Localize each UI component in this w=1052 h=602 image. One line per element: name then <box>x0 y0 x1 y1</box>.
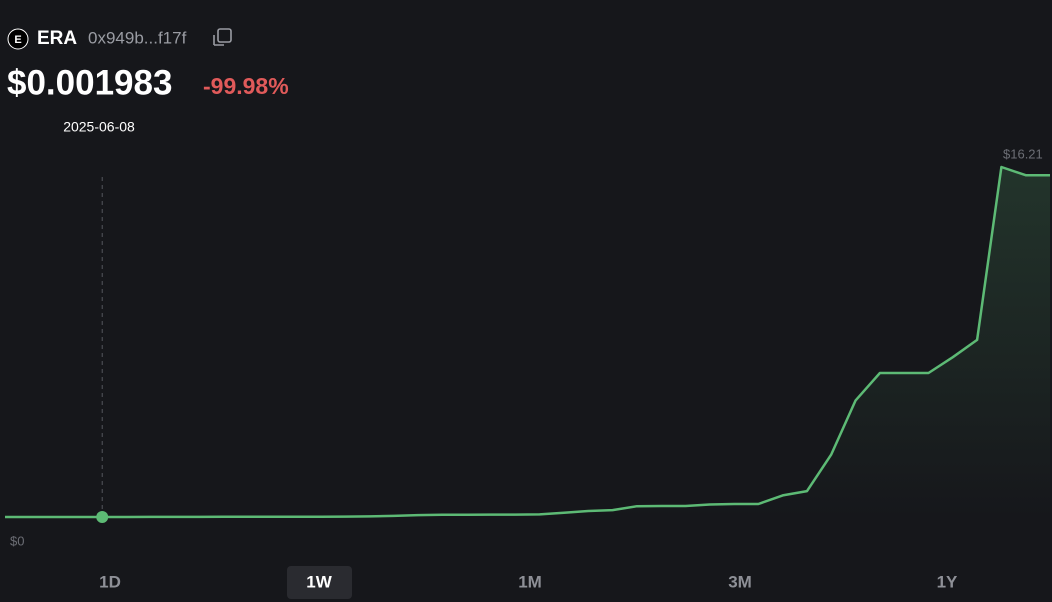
token-symbol: ERA <box>37 28 77 49</box>
timeframe-tab[interactable]: 1M <box>518 572 542 591</box>
timeframe-tab[interactable]: 3M <box>728 572 752 591</box>
hover-date: 2025-06-08 <box>63 119 135 135</box>
copy-button[interactable] <box>213 28 232 46</box>
plot: $0 $16.21 <box>5 146 1050 548</box>
area <box>5 167 1050 517</box>
price-line <box>5 165 1050 519</box>
timeframe-tab[interactable]: 1D <box>99 572 121 591</box>
price: $0.001983 <box>7 63 172 102</box>
y-tick-label: $0 <box>10 533 24 548</box>
price-change: -99.98% <box>203 73 289 99</box>
token-icon-letter: E <box>14 34 21 46</box>
hover-point <box>96 510 109 523</box>
y-tick-label: $16.21 <box>1003 146 1043 161</box>
token-icon <box>7 28 29 50</box>
tab-selected-bg <box>287 566 352 599</box>
token-address: 0x949b...f17f <box>88 28 187 47</box>
timeframe-tabs: 1D 1W 1M 3M 1Y <box>99 566 958 599</box>
timeframe-tab[interactable]: 1Y <box>937 572 958 591</box>
timeframe-tab[interactable]: 1W <box>306 572 332 591</box>
